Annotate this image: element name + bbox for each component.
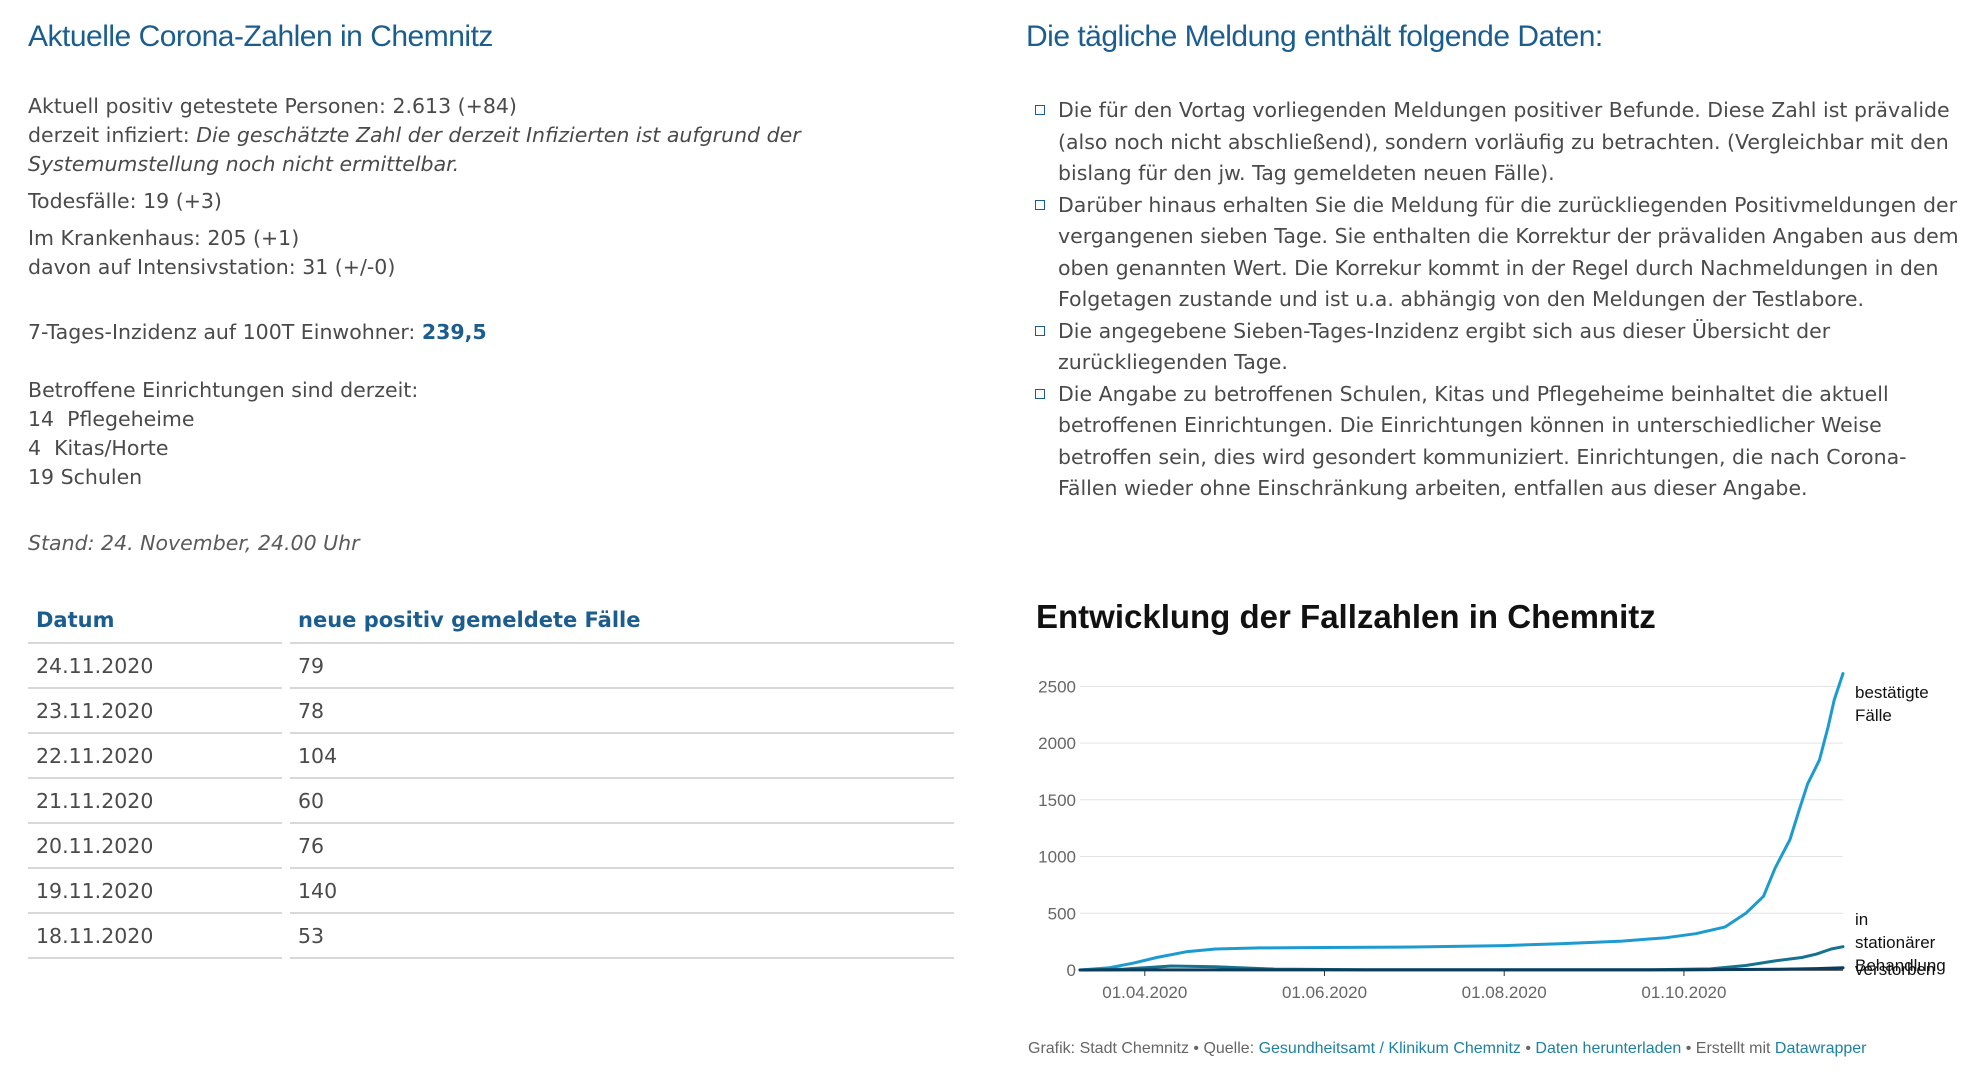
label-hospitalized: stationärer <box>1855 933 1936 952</box>
x-tick-label: 01.10.2020 <box>1641 983 1726 1002</box>
square-bullet-icon <box>1035 325 1045 336</box>
chart-title: Entwicklung der Fallzahlen in Chemnitz <box>1036 598 1656 635</box>
info-list: Die für den Vortag vorliegenden Meldunge… <box>1028 95 1963 505</box>
positiv-label: Aktuell positiv getestete Personen: <box>28 94 393 118</box>
x-tick-label: 01.06.2020 <box>1282 983 1367 1002</box>
inzidenz-label: 7-Tages-Inzidenz auf 100T Einwohner: <box>28 320 422 344</box>
cell-count: 60 <box>290 779 954 824</box>
inzidenz-value: 239,5 <box>421 320 487 344</box>
list-item: Die für den Vortag vorliegenden Meldunge… <box>1028 95 1963 190</box>
label-hospitalized: in <box>1855 910 1868 929</box>
intensiv-line: davon auf Intensivstation: 31 (+/-0) <box>28 255 396 279</box>
cell-date: 23.11.2020 <box>28 689 282 734</box>
download-link[interactable]: Daten herunterladen <box>1535 1040 1682 1057</box>
label-hospitalized: Behandlung <box>1855 956 1946 975</box>
table-row: 22.11.2020 104 <box>28 734 954 779</box>
list-item: Darüber hinaus erhalten Sie die Meldung … <box>1028 190 1963 316</box>
y-tick-label: 0 <box>1067 961 1076 980</box>
tod-line: Todesfälle: 19 (+3) <box>28 189 222 213</box>
deaths-line <box>1078 966 1845 972</box>
cell-count: 79 <box>290 644 954 689</box>
source-link[interactable]: Gesundheitsamt / Klinikum Chemnitz <box>1258 1040 1521 1057</box>
line-chart: 0 500 1000 1500 2000 2500 01.04.2020 01.06.2020… <box>1038 672 1946 1002</box>
header-faelle: neue positiv gemeldete Fälle <box>290 602 954 644</box>
table-row: 20.11.2020 76 <box>28 824 954 869</box>
square-bullet-icon <box>1035 105 1045 115</box>
cell-date: 19.11.2020 <box>28 869 282 914</box>
einrichtung-schulen: 19 Schulen <box>28 465 143 489</box>
facts-block: Aktuell positiv getestete Personen: 2.61… <box>28 92 968 558</box>
y-tick-label: 1500 <box>1038 791 1076 810</box>
footer-sep: • Erstellt mit <box>1681 1040 1775 1057</box>
label-deaths: verstorben <box>1855 960 1935 979</box>
list-item-text: Die für den Vortag vorliegenden Meldunge… <box>1058 98 1950 185</box>
page-title: Aktuelle Corona-Zahlen in Chemnitz <box>28 20 493 53</box>
list-item-text: Darüber hinaus erhalten Sie die Meldung … <box>1058 192 1959 312</box>
krankenhaus-block: Im Krankenhaus: 205 (+1) davon auf Inten… <box>28 224 968 282</box>
cell-date: 20.11.2020 <box>28 824 282 869</box>
positiv-block: Aktuell positiv getestete Personen: 2.61… <box>28 92 968 179</box>
table-row: 24.11.2020 79 <box>28 644 954 689</box>
chart-footer: Grafik: Stadt Chemnitz • Quelle: Gesundh… <box>1028 1040 1867 1058</box>
list-item-text: Die angegebene Sieben-Tages-Inzidenz erg… <box>1058 318 1831 375</box>
square-bullet-icon <box>1035 388 1045 399</box>
positiv-line: Aktuell positiv getestete Personen: 2.61… <box>28 92 968 121</box>
cell-count: 76 <box>290 824 954 869</box>
list-item-text: Die Angabe zu betroffenen Schulen, Kitas… <box>1058 381 1907 501</box>
x-tick-label: 01.04.2020 <box>1102 983 1187 1002</box>
inzidenz-line: 7-Tages-Inzidenz auf 100T Einwohner: 239… <box>28 318 968 347</box>
einrichtung-kitas: 4 Kitas/Horte <box>28 436 169 460</box>
y-tick-label: 2500 <box>1038 677 1076 696</box>
infiziert-line: derzeit infiziert: Die geschätzte Zahl d… <box>28 121 968 179</box>
stand-line: Stand: 24. November, 24.00 Uhr <box>28 531 360 555</box>
label-confirmed-cases: Fälle <box>1855 706 1892 725</box>
header-datum: Datum <box>28 602 282 644</box>
list-item: Die angegebene Sieben-Tages-Inzidenz erg… <box>1028 316 1963 379</box>
cell-count: 140 <box>290 869 954 914</box>
y-tick-label: 500 <box>1048 904 1076 923</box>
cell-date: 22.11.2020 <box>28 734 282 779</box>
cell-date: 24.11.2020 <box>28 644 282 689</box>
cases-table: Datum neue positiv gemeldete Fälle 24.11… <box>20 602 962 959</box>
table-row: 23.11.2020 78 <box>28 689 954 734</box>
einrichtungen-label: Betroffene Einrichtungen sind derzeit: <box>28 378 419 402</box>
cell-date: 18.11.2020 <box>28 914 282 959</box>
y-tick-label: 1000 <box>1038 848 1076 867</box>
y-tick-label: 2000 <box>1038 734 1076 753</box>
cell-count: 104 <box>290 734 954 779</box>
list-item: Die Angabe zu betroffenen Schulen, Kitas… <box>1028 379 1963 505</box>
cell-date: 21.11.2020 <box>28 779 282 824</box>
positiv-value: 2.613 (+84) <box>392 94 517 118</box>
footer-prefix: Grafik: Stadt Chemnitz • Quelle: <box>1028 1040 1259 1057</box>
table-row: 18.11.2020 53 <box>28 914 954 959</box>
cell-count: 53 <box>290 914 954 959</box>
cell-count: 78 <box>290 689 954 734</box>
einrichtung-pflegeheime: 14 Pflegeheime <box>28 407 195 431</box>
datawrapper-link[interactable]: Datawrapper <box>1774 1040 1867 1057</box>
footer-sep: • <box>1520 1040 1536 1057</box>
infiziert-note: Die geschätzte Zahl der derzeit Infizier… <box>28 123 801 176</box>
confirmed-cases-line <box>1078 672 1845 972</box>
info-heading: Die tägliche Meldung enthält folgende Da… <box>1026 20 1603 53</box>
krankenhaus-line: Im Krankenhaus: 205 (+1) <box>28 226 300 250</box>
table-row: 21.11.2020 60 <box>28 779 954 824</box>
table-header-row: Datum neue positiv gemeldete Fälle <box>28 602 954 644</box>
infiziert-label: derzeit infiziert: <box>28 123 197 147</box>
table-row: 19.11.2020 140 <box>28 869 954 914</box>
label-confirmed-cases: bestätigte <box>1855 683 1929 702</box>
square-bullet-icon <box>1035 199 1045 210</box>
x-tick-label: 01.08.2020 <box>1462 983 1547 1002</box>
